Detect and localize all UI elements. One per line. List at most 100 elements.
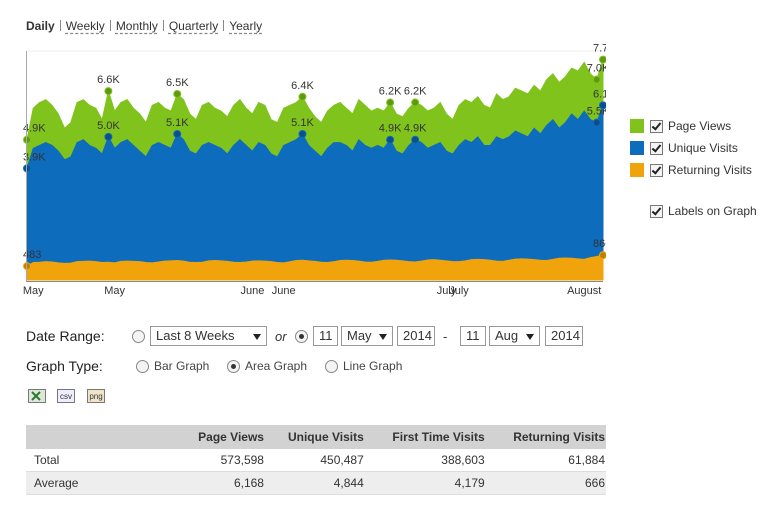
row-label: Total — [26, 449, 178, 472]
point-marker — [599, 101, 606, 110]
graph-type-label: Graph Type: — [26, 358, 103, 374]
legend-swatch — [630, 163, 644, 177]
header-blank — [26, 425, 178, 449]
cell: 450,487 — [264, 449, 365, 472]
table-row: Total 573,598 450,487 388,603 61,884 — [26, 449, 606, 472]
period-link[interactable]: Quarterly — [168, 19, 219, 33]
checkbox[interactable] — [650, 119, 663, 133]
separator — [223, 20, 225, 31]
area-radio[interactable] — [227, 360, 240, 373]
xls-icon[interactable] — [28, 389, 46, 403]
separator — [109, 20, 111, 31]
data-label: 6.2K — [404, 86, 427, 98]
cell: 573,598 — [178, 449, 265, 472]
data-label: 6.5K — [166, 77, 189, 89]
png-icon[interactable]: png — [87, 389, 105, 403]
point-marker — [104, 132, 113, 141]
checkbox[interactable] — [650, 163, 663, 177]
legend-item[interactable]: Returning Visits — [630, 162, 752, 178]
preset-radio[interactable] — [132, 330, 145, 343]
data-label: 4.9K — [23, 123, 46, 135]
cell: 4,844 — [264, 471, 365, 495]
point-marker — [599, 251, 606, 260]
custom-radio[interactable] — [295, 330, 308, 343]
x-tick-label: July — [449, 285, 469, 297]
from-day[interactable]: 11 — [313, 326, 338, 346]
data-label: 5.1K — [291, 117, 314, 129]
x-tick-label: June — [240, 285, 264, 297]
checkbox[interactable] — [650, 141, 663, 155]
x-tick-label: July — [437, 285, 457, 297]
area — [26, 254, 604, 281]
separator — [162, 20, 164, 31]
row-label: Average — [26, 471, 178, 495]
point-marker — [298, 130, 307, 139]
legend-swatch — [630, 119, 644, 133]
date-range-label: Date Range: — [26, 328, 105, 344]
point-marker — [386, 135, 395, 144]
period-link[interactable]: Monthly — [115, 19, 158, 33]
legend-item[interactable]: Unique Visits — [630, 140, 738, 156]
to-month[interactable]: Aug — [489, 326, 540, 346]
data-label: 5.1K — [166, 117, 189, 129]
point-marker — [298, 92, 307, 101]
cell: 4,179 — [364, 471, 486, 495]
column-header: Returning Visits — [485, 425, 606, 449]
data-label: 4.9K — [379, 123, 402, 135]
to-day[interactable]: 11 — [460, 326, 486, 346]
to-year[interactable]: 2014 — [545, 326, 583, 346]
period-link[interactable]: Yearly — [229, 19, 263, 33]
legend-swatch — [630, 141, 644, 155]
csv-icon[interactable]: csv — [57, 389, 75, 403]
data-label: 7.0K — [587, 63, 610, 75]
point-marker — [411, 135, 420, 144]
period-nav: Daily Weekly Monthly Quarterly Yearly — [26, 19, 266, 33]
period-link[interactable]: Daily — [26, 19, 55, 33]
data-label: 6.2K — [379, 86, 402, 98]
period-link[interactable]: Weekly — [65, 19, 105, 33]
area-option[interactable]: Area Graph — [245, 359, 308, 373]
data-label: 6.6K — [97, 74, 120, 86]
labels-toggle-text: Labels on Graph — [668, 204, 757, 218]
preset-select[interactable]: Last 8 Weeks — [150, 326, 267, 346]
column-header: First Time Visits — [364, 425, 486, 449]
legend-text: Unique Visits — [668, 141, 738, 155]
x-tick-label: August — [567, 285, 601, 297]
area — [26, 105, 604, 281]
point-marker — [592, 118, 601, 127]
legend-item[interactable]: Page Views — [630, 118, 731, 134]
x-tick-label: May — [104, 285, 125, 297]
data-label: 7.7K — [593, 43, 616, 55]
xls-glyph — [31, 391, 41, 401]
data-label: 6.4K — [291, 80, 314, 92]
point-marker — [104, 87, 113, 96]
cell: 388,603 — [364, 449, 486, 472]
data-label: 3.9K — [23, 151, 46, 163]
bar-option[interactable]: Bar Graph — [154, 359, 210, 373]
labels-toggle[interactable]: Labels on Graph — [630, 203, 757, 219]
or-text: or — [275, 329, 287, 344]
cell: 61,884 — [485, 449, 606, 472]
data-label: 5.0K — [97, 120, 120, 132]
bar-radio[interactable] — [136, 360, 149, 373]
x-tick-label: May — [23, 285, 44, 297]
point-marker — [173, 130, 182, 139]
from-month[interactable]: May — [341, 326, 393, 346]
header-row: Page Views Unique Visits First Time Visits… — [26, 425, 606, 449]
column-header: Page Views — [178, 425, 265, 449]
legend-text: Page Views — [668, 119, 732, 133]
line-radio[interactable] — [325, 360, 338, 373]
cell: 6,168 — [178, 471, 265, 495]
point-marker — [592, 75, 601, 84]
from-year[interactable]: 2014 — [397, 326, 435, 346]
data-label: 4.9K — [404, 123, 427, 135]
point-marker — [173, 89, 182, 98]
chart: 4.9K 6.6K 6.5K 6.4K 6.2K 6.2K 7.0K 7.7K 3.9K 5.0K… — [23, 43, 616, 297]
line-option[interactable]: Line Graph — [343, 359, 403, 373]
checkbox[interactable] — [650, 204, 663, 218]
legend-text: Returning Visits — [668, 163, 752, 177]
data-label: 483 — [23, 249, 41, 261]
point-marker — [386, 98, 395, 107]
separator — [59, 20, 61, 31]
